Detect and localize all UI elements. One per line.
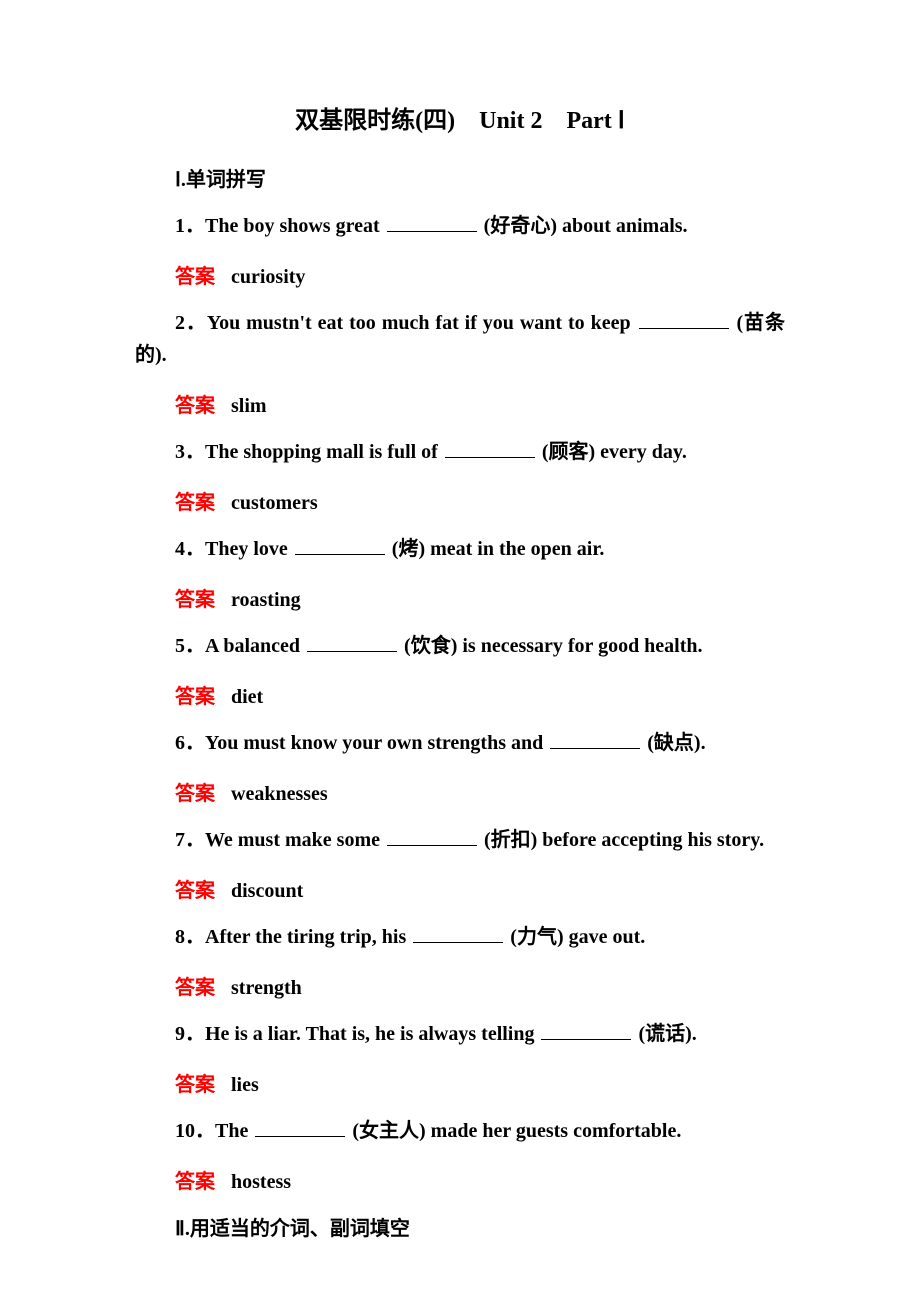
answer-line: 答案 weaknesses [135,777,785,806]
question-prefix: 2．You mustn't eat too much fat if you wa… [175,312,637,334]
question-prefix: 3．The shopping mall is full of [175,441,443,463]
question-hint: (谎话). [633,1023,696,1045]
section2-header: Ⅱ.用适当的介词、副词填空 [135,1212,785,1241]
question-item: 3．The shopping mall is full of (顾客) ever… [135,436,785,468]
answer-value: weaknesses [231,783,328,805]
fill-blank [413,923,503,943]
answer-label: 答案 [175,977,215,999]
answer-label: 答案 [175,395,215,417]
question-hint: (饮食) is necessary for good health. [399,635,703,657]
question-prefix: 6．You must know your own strengths and [175,732,548,754]
question-item: 1．The boy shows great (好奇心) about animal… [135,210,785,242]
question-hint: (缺点). [642,732,705,754]
answer-label: 答案 [175,686,215,708]
answer-value: discount [231,880,303,902]
fill-blank [255,1117,345,1137]
question-hint: (烤) meat in the open air. [387,538,605,560]
section1-header: Ⅰ.单词拼写 [135,163,785,192]
fill-blank [445,438,535,458]
question-item: 2．You mustn't eat too much fat if you wa… [135,307,785,371]
question-item: 6．You must know your own strengths and (… [135,727,785,759]
question-prefix: 7．We must make some [175,829,385,851]
question-prefix: 10．The [175,1120,253,1142]
answer-label: 答案 [175,1074,215,1096]
fill-blank [307,632,397,652]
question-item: 9．He is a liar. That is, he is always te… [135,1018,785,1050]
answer-line: 答案 diet [135,680,785,709]
question-item: 4．They love (烤) meat in the open air. [135,533,785,565]
answer-value: slim [231,395,267,417]
answer-value: hostess [231,1171,291,1193]
question-prefix: 1．The boy shows great [175,215,385,237]
answer-value: diet [231,686,263,708]
answer-label: 答案 [175,880,215,902]
question-prefix: 9．He is a liar. That is, he is always te… [175,1023,539,1045]
question-item: 10．The (女主人) made her guests comfortable… [135,1115,785,1147]
fill-blank [387,826,477,846]
question-hint: (好奇心) about animals. [479,215,688,237]
answer-line: 答案 roasting [135,583,785,612]
answer-value: customers [231,492,318,514]
question-item: 5．A balanced (饮食) is necessary for good … [135,630,785,662]
fill-blank [295,535,385,555]
answer-value: curiosity [231,266,305,288]
answer-line: 答案 discount [135,874,785,903]
page-title: 双基限时练(四) Unit 2 Part Ⅰ [135,100,785,135]
fill-blank [541,1020,631,1040]
question-hint: (顾客) every day. [537,441,687,463]
answer-value: roasting [231,589,301,611]
fill-blank [387,212,477,232]
question-hint: (女主人) made her guests comfortable. [347,1120,681,1142]
answer-line: 答案 strength [135,971,785,1000]
answer-value: strength [231,977,302,999]
question-prefix: 4．They love [175,538,293,560]
answer-line: 答案 lies [135,1068,785,1097]
answer-line: 答案 slim [135,389,785,418]
answer-line: 答案 curiosity [135,260,785,289]
answer-line: 答案 customers [135,486,785,515]
question-hint: (力气) gave out. [505,926,645,948]
answer-label: 答案 [175,1171,215,1193]
question-prefix: 8．After the tiring trip, his [175,926,411,948]
answer-label: 答案 [175,266,215,288]
question-item: 7．We must make some (折扣) before acceptin… [135,824,785,856]
fill-blank [550,729,640,749]
answer-label: 答案 [175,492,215,514]
question-hint: (折扣) before accepting his story. [479,829,764,851]
question-prefix: 5．A balanced [175,635,305,657]
answer-value: lies [231,1074,259,1096]
questions-container: 1．The boy shows great (好奇心) about animal… [135,210,785,1194]
answer-line: 答案 hostess [135,1165,785,1194]
fill-blank [639,309,729,329]
question-item: 8．After the tiring trip, his (力气) gave o… [135,921,785,953]
answer-label: 答案 [175,783,215,805]
answer-label: 答案 [175,589,215,611]
